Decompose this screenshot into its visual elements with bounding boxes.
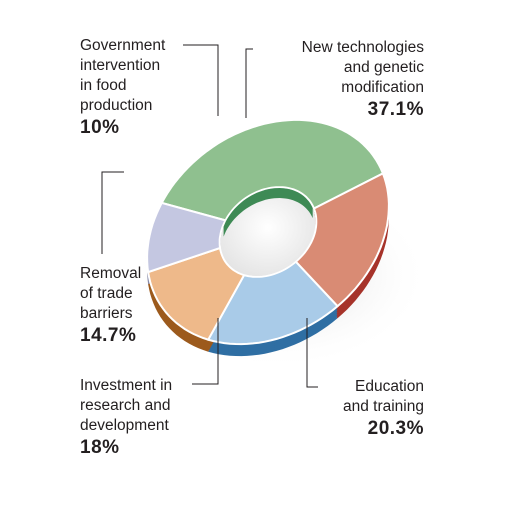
donut-top-layer [146, 118, 390, 346]
label-government-line-4: production [80, 97, 153, 114]
label-new-tech-value: 37.1% [367, 99, 424, 120]
donut-inner-wall [223, 188, 313, 237]
label-education-value: 20.3% [367, 418, 424, 439]
label-removal-value: 14.7% [80, 325, 137, 346]
connector-new-tech [245, 48, 253, 118]
label-new-tech-line-3: modification [341, 79, 424, 96]
label-new-tech: New technologies and genetic modificatio… [302, 38, 424, 122]
label-investment-value: 18% [80, 437, 120, 458]
label-government-line-1: Government [80, 37, 166, 54]
donut-hole [220, 188, 316, 276]
label-removal-line-3: barriers [80, 305, 133, 322]
label-education-line-2: and training [342, 398, 424, 415]
label-government-line-2: intervention [80, 57, 161, 74]
label-education: Education and training 20.3% [343, 377, 424, 441]
connector-education [306, 318, 318, 388]
label-new-tech-line-1: New technologies [301, 39, 424, 56]
label-removal-line-2: of trade [80, 285, 133, 302]
label-education-line-1: Education [355, 378, 424, 395]
label-removal: Removal of trade barriers 14.7% [80, 264, 141, 348]
connector-investment [192, 318, 219, 385]
label-removal-line-1: Removal [80, 265, 142, 282]
label-new-tech-line-2: and genetic [343, 59, 424, 76]
label-investment-line-2: research and [80, 397, 171, 414]
label-investment-line-3: development [80, 417, 169, 434]
label-investment: Investment in research and development 1… [80, 376, 172, 460]
label-government-value: 10% [80, 117, 120, 138]
label-government: Government intervention in food producti… [80, 36, 165, 140]
label-investment-line-1: Investment in [80, 377, 173, 394]
connector-government [183, 44, 219, 116]
slice-government [146, 201, 227, 274]
label-government-line-3: in food [80, 77, 127, 94]
connector-removal [101, 171, 124, 254]
